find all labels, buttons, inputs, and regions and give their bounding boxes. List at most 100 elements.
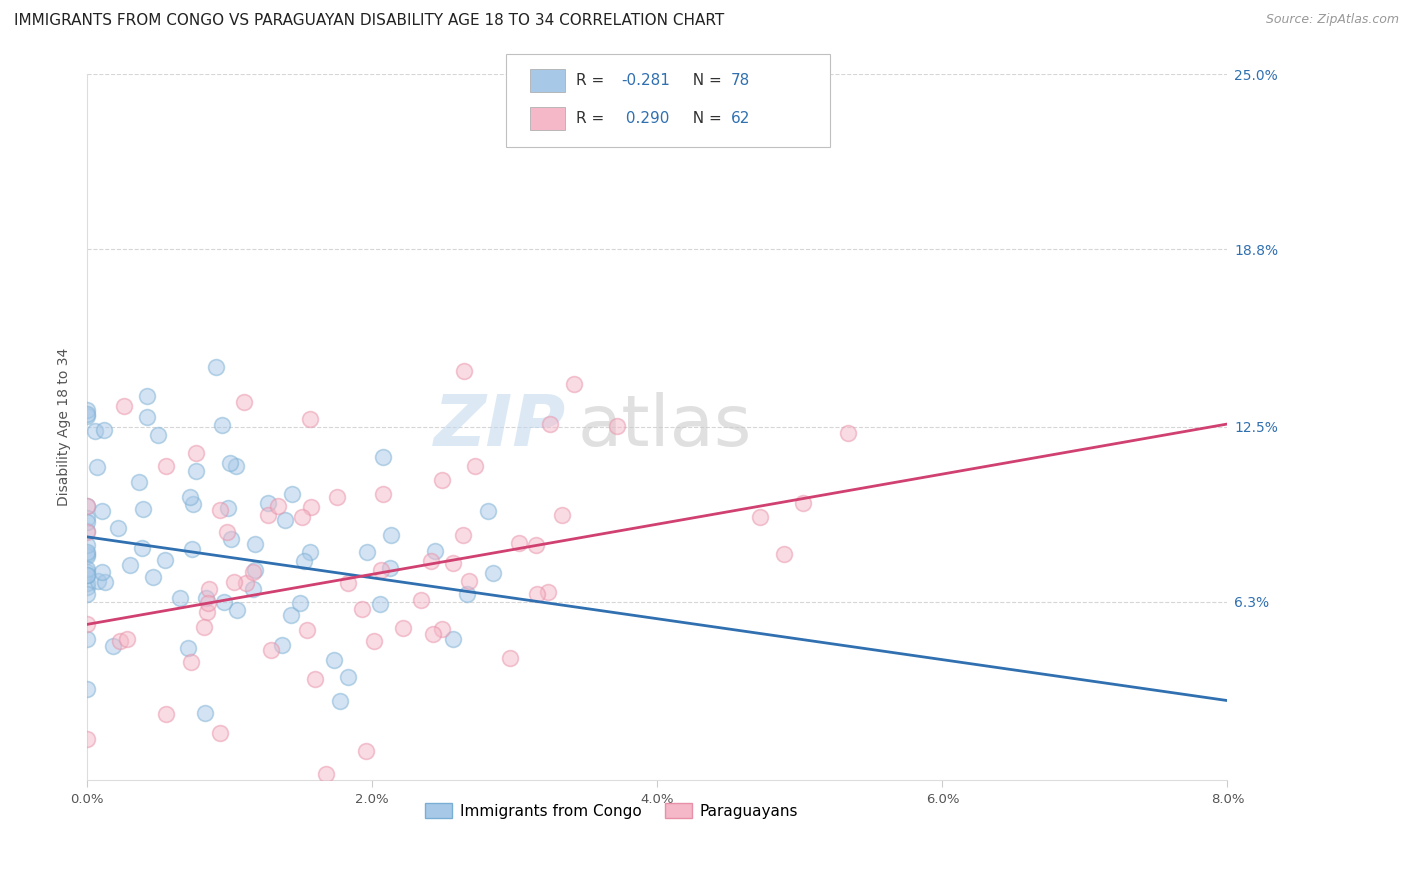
Point: [217, 501, 239, 516]
Point: [270, 638, 292, 652]
Point: [243, 537, 266, 551]
Text: atlas: atlas: [578, 392, 752, 461]
Point: [368, 597, 391, 611]
Point: [451, 528, 474, 542]
Point: [373, 487, 395, 501]
Point: [155, 552, 177, 566]
Text: ZIP: ZIP: [434, 392, 567, 461]
Point: [464, 458, 486, 473]
Point: [180, 542, 202, 557]
Text: R =: R =: [576, 112, 610, 126]
Point: [76, 617, 98, 632]
Point: [299, 500, 322, 515]
Point: [184, 464, 207, 478]
Point: [197, 596, 219, 610]
Point: [212, 594, 235, 608]
Point: [146, 428, 169, 442]
Point: [292, 554, 315, 568]
Point: [562, 377, 585, 392]
Point: [108, 633, 131, 648]
Point: [76, 681, 98, 696]
Text: R =: R =: [576, 73, 610, 87]
Point: [186, 446, 208, 460]
Point: [169, 591, 191, 605]
Point: [773, 547, 796, 561]
Point: [482, 566, 505, 580]
Text: 0.290: 0.290: [621, 112, 669, 126]
Point: [453, 364, 475, 378]
Point: [120, 558, 142, 573]
Point: [329, 694, 352, 708]
Point: [76, 402, 98, 417]
Point: [211, 418, 233, 433]
Point: [291, 510, 314, 524]
Point: [232, 394, 254, 409]
Point: [605, 418, 627, 433]
Point: [215, 524, 238, 539]
Point: [837, 425, 859, 440]
Point: [93, 574, 115, 589]
Point: [337, 670, 360, 684]
Point: [76, 576, 98, 591]
Legend: Immigrants from Congo, Paraguayans: Immigrants from Congo, Paraguayans: [419, 797, 804, 825]
Point: [235, 576, 257, 591]
Point: [224, 575, 246, 590]
Point: [193, 620, 215, 634]
Y-axis label: Disability Age 18 to 34: Disability Age 18 to 34: [58, 348, 72, 506]
Point: [256, 496, 278, 510]
Point: [297, 623, 319, 637]
Text: N =: N =: [683, 73, 727, 87]
Point: [304, 672, 326, 686]
Point: [537, 584, 560, 599]
Point: [430, 473, 453, 487]
Point: [354, 743, 377, 757]
Point: [422, 627, 444, 641]
Point: [323, 653, 346, 667]
Point: [76, 499, 98, 513]
Point: [195, 591, 218, 605]
Point: [299, 545, 322, 559]
Point: [209, 503, 232, 517]
Point: [411, 593, 433, 607]
Point: [142, 569, 165, 583]
Point: [195, 606, 218, 620]
Point: [198, 582, 221, 596]
Point: [378, 561, 401, 575]
Point: [508, 536, 530, 550]
Text: Source: ZipAtlas.com: Source: ZipAtlas.com: [1265, 13, 1399, 27]
Point: [392, 621, 415, 635]
Point: [155, 706, 177, 721]
Point: [420, 554, 443, 568]
Point: [76, 732, 98, 747]
Point: [84, 424, 107, 438]
Point: [242, 565, 264, 579]
Point: [209, 726, 232, 740]
Text: 78: 78: [731, 73, 751, 87]
Point: [76, 586, 98, 600]
Point: [430, 622, 453, 636]
Point: [76, 545, 98, 559]
Point: [180, 655, 202, 669]
Point: [477, 504, 499, 518]
Point: [76, 580, 98, 594]
Point: [538, 417, 561, 432]
Point: [225, 458, 247, 473]
Text: 62: 62: [731, 112, 751, 126]
Point: [87, 574, 110, 589]
Point: [315, 766, 337, 780]
Point: [242, 582, 264, 596]
Point: [76, 515, 98, 529]
Point: [551, 508, 574, 522]
Point: [425, 544, 447, 558]
Point: [76, 511, 98, 525]
Point: [194, 706, 217, 721]
Text: N =: N =: [683, 112, 727, 126]
Point: [93, 423, 115, 437]
Point: [370, 563, 392, 577]
Point: [76, 538, 98, 552]
Point: [274, 513, 297, 527]
Point: [281, 487, 304, 501]
Point: [131, 541, 153, 555]
Point: [792, 496, 814, 510]
Point: [350, 602, 373, 616]
